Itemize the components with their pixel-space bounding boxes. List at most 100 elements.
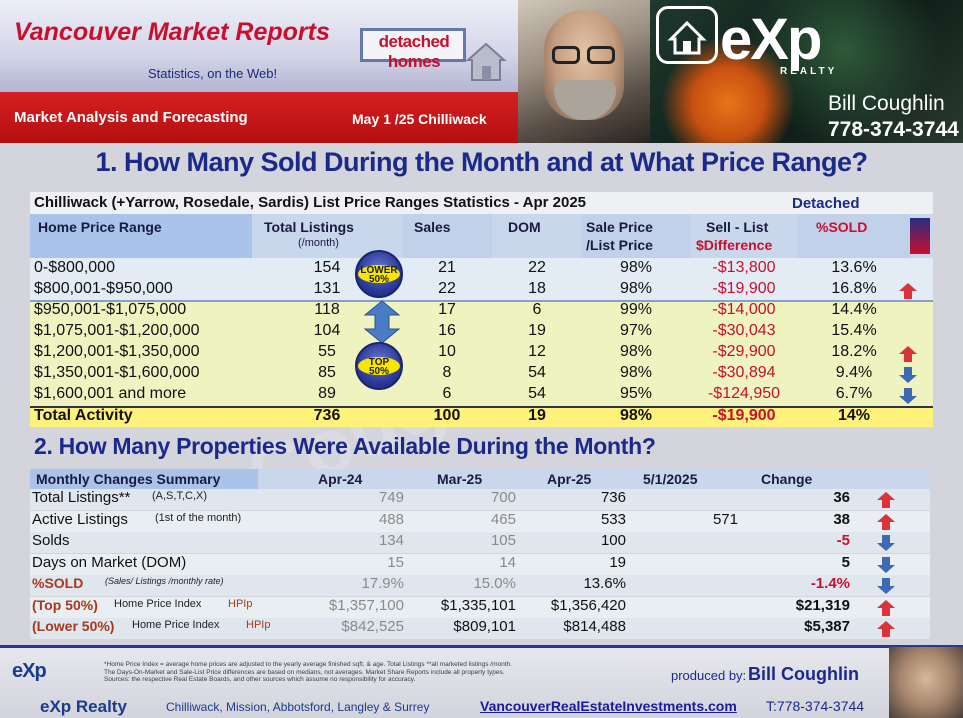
total-listings: 736: [313, 407, 341, 424]
col-diff: Sell - List: [706, 219, 769, 235]
cell-ratio: 99%: [619, 301, 653, 318]
price-range-row: $1,200,001-$1,350,000 55 10 12 98% -$29,900 18…: [30, 343, 933, 364]
summary-note: Home Price Index: [114, 597, 202, 610]
summary-c1: 488: [378, 510, 404, 528]
t2-col-label: Monthly Changes Summary: [36, 471, 221, 487]
section1-heading: 1. How Many Sold During the Month and at…: [95, 147, 868, 177]
exp-house-icon: [656, 6, 718, 64]
agent-name: Bill Coughlin: [828, 92, 945, 115]
total-row: Total Activity 736 100 19 98% -$19,900 14%: [30, 407, 933, 428]
total-dom: 19: [528, 407, 546, 424]
cell-ratio: 97%: [619, 322, 653, 339]
cell-dom: 22: [528, 259, 546, 276]
cell-range: $800,001-$950,000: [34, 280, 173, 297]
category-label: detached homes: [378, 32, 450, 71]
subtitle: Market Analysis and Forecasting: [14, 109, 248, 126]
cell-listings: 131: [313, 280, 341, 297]
summary-row: Total Listings** (A,S,T,C,X) 749 700 736 36: [30, 489, 930, 510]
summary-c1: $1,357,100: [328, 596, 404, 614]
summary-label: (Top 50%): [32, 596, 98, 613]
table1-title: Chilliwack (+Yarrow, Rosedale, Sardis) L…: [34, 194, 587, 211]
lower-50-badge: LOWER 50%: [355, 250, 403, 298]
badge-top-l1: TOP: [368, 357, 390, 368]
price-range-row: $800,001-$950,000 131 22 18 98% -$19,900 16.8%: [30, 280, 933, 301]
summary-c1: 17.9%: [361, 575, 404, 592]
summary-label: Total Listings**: [32, 489, 131, 506]
cell-diff: -$124,950: [707, 385, 781, 402]
summary-c1: $842,525: [341, 618, 404, 635]
cell-sales: 16: [438, 322, 456, 339]
subtitle-bar: [0, 92, 518, 143]
cell-diff: -$14,000: [712, 301, 776, 318]
cell-sales: 8: [442, 364, 452, 381]
summary-row: %SOLD (Sales/ Listings /monthly rate) 17.9…: [30, 575, 930, 596]
cell-range: $950,001-$1,075,000: [34, 301, 187, 318]
t2-col-c3: Apr-25: [547, 471, 592, 487]
arrow-up-icon: [877, 492, 895, 508]
summary-row: Active Listings (1st of the month) 488 465 5…: [30, 510, 930, 532]
cell-pct: 15.4%: [831, 322, 877, 339]
footer: [0, 645, 963, 718]
table1-header: Home Price Range Total Listings (/month)…: [30, 214, 933, 258]
agent-glasses-left: [552, 46, 580, 64]
cell-pct: 9.4%: [835, 364, 873, 381]
cell-dom: 19: [528, 322, 546, 339]
website-link[interactable]: VancouverRealEstateInvestments.com: [480, 698, 737, 714]
badge-top-l2: 50%: [368, 366, 389, 377]
cell-dom: 54: [528, 385, 546, 402]
summary-c5: 5: [841, 553, 850, 571]
footer-phone: T:778-374-3744: [766, 698, 865, 714]
cell-pct: 6.7%: [835, 385, 873, 402]
report-date-area: May 1 /25 Chilliwack: [352, 111, 487, 127]
summary-note: Home Price Index: [132, 619, 220, 631]
summary-c2: 700: [490, 489, 516, 506]
cell-ratio: 98%: [619, 343, 653, 360]
summary-note: (Sales/ Listings /monthly rate): [105, 576, 224, 586]
cell-sales: 21: [438, 259, 456, 276]
summary-c2: $1,335,101: [440, 596, 516, 614]
summary-c5: $5,387: [804, 618, 850, 635]
total-sales: 100: [433, 407, 461, 424]
col-listings: Total Listings: [264, 219, 354, 235]
summary-note: (1st of the month): [155, 511, 242, 524]
col-ratio: Sale Price: [586, 219, 653, 235]
summary-row: Days on Market (DOM) 15 14 19 5: [30, 553, 930, 575]
cell-listings: 89: [318, 385, 336, 402]
price-range-row: $1,075,001-$1,200,000 104 16 19 97% -$30,043 1…: [30, 322, 933, 343]
cell-range: $1,200,001-$1,350,000: [34, 343, 200, 360]
arrow-down-icon: [877, 535, 895, 551]
summary-row: (Top 50%) Home Price Index HPIp $1,357,100 $…: [30, 596, 930, 618]
category-box: [360, 28, 466, 62]
koi-pond-image: [650, 0, 963, 143]
total-label: Total Activity: [34, 407, 133, 424]
summary-label: Solds: [32, 532, 70, 549]
summary-note: (A,S,T,C,X): [152, 490, 208, 502]
upper-band: [30, 300, 933, 406]
badge-lower-l2: 50%: [368, 274, 389, 285]
summary-label: %SOLD: [32, 575, 84, 591]
cell-pct: 18.2%: [831, 343, 877, 360]
col-diff2: $Difference: [696, 237, 773, 253]
arrow-up-icon: [899, 346, 917, 362]
total-ratio: 98%: [619, 407, 653, 424]
summary-c3: $814,488: [563, 618, 626, 635]
cell-pct: 13.6%: [831, 259, 877, 276]
col-dom: DOM: [508, 219, 541, 235]
col-listings-sub: (/month): [298, 237, 339, 249]
total-band: [30, 406, 933, 427]
cell-listings: 154: [313, 259, 341, 276]
summary-c3: 100: [600, 532, 626, 549]
summary-c3: 533: [600, 510, 626, 528]
cell-range: $1,600,001 and more: [34, 385, 187, 402]
arrow-up-icon: [877, 513, 895, 530]
footer-realty: eXp Realty: [40, 697, 127, 716]
summary-c4: 571: [712, 510, 738, 528]
cell-range: $1,350,001-$1,600,000: [34, 364, 200, 381]
summary-c4: [628, 532, 738, 553]
footer-agent-photo: [889, 647, 963, 718]
summary-c5: $21,319: [795, 596, 850, 614]
cell-listings: 55: [318, 343, 336, 360]
footnote-3: Sources: the respective Real Estate Boar…: [104, 676, 416, 683]
cell-diff: -$29,900: [712, 343, 776, 360]
brand-tagline: Statistics, on the Web!: [148, 66, 278, 81]
